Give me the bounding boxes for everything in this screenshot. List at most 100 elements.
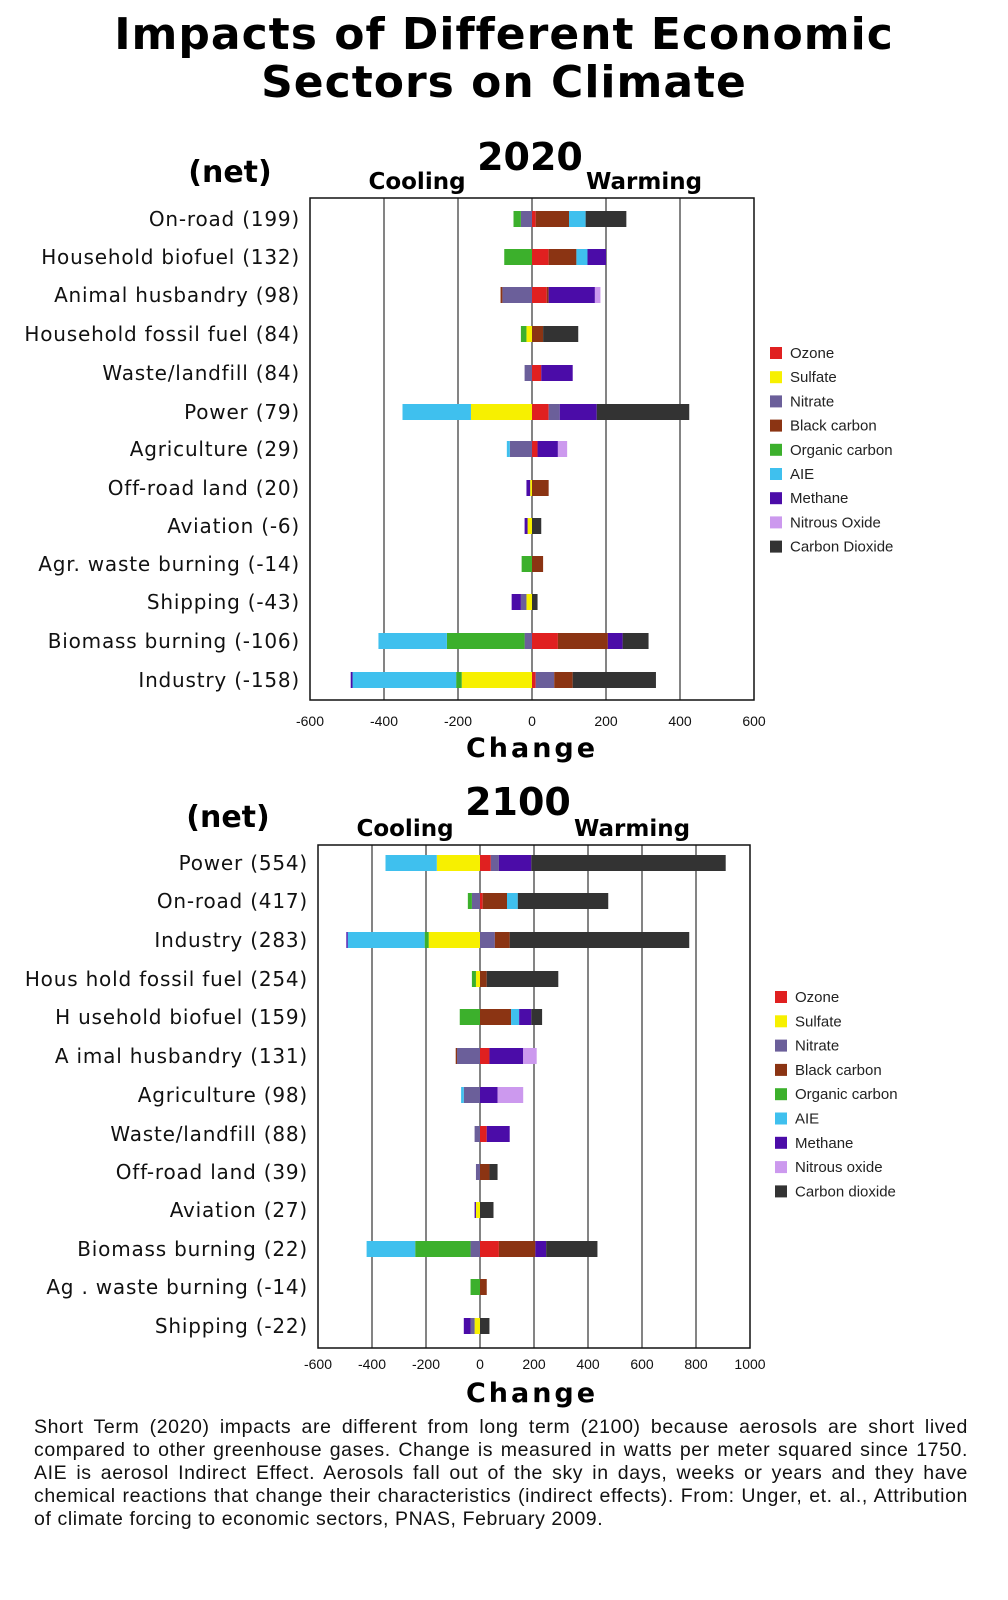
category-label: Waste/landfill (84)	[102, 361, 300, 385]
cooling-label: Cooling	[368, 169, 465, 195]
category-label: Biomass burning (-106)	[48, 629, 300, 653]
warming-label: Warming	[574, 816, 690, 842]
bar-aie-7	[461, 1087, 464, 1103]
x-tick-label: 600	[630, 1356, 654, 1372]
bar-methane-6	[489, 1048, 524, 1064]
bar-methane-8	[526, 480, 531, 496]
category-label: On-road (199)	[149, 207, 300, 231]
legend-label-methane: Methane	[790, 490, 848, 507]
x-tick-label: -600	[304, 1356, 332, 1372]
bar-ozone-2	[480, 893, 483, 909]
bar-nitrate-3	[502, 287, 532, 303]
bar-sulfate-13	[474, 1318, 480, 1334]
bar-sulfate-4	[475, 971, 480, 987]
x-tick-label: 200	[594, 713, 618, 729]
bar-ozone-2	[532, 249, 549, 265]
bar-carbon-dioxide-3	[509, 932, 690, 948]
bar-black-carbon-2	[548, 249, 577, 265]
legend-swatch-nitrate	[770, 395, 782, 408]
plot-frame	[309, 197, 755, 701]
bar-carbon-dioxide-6	[596, 404, 690, 420]
legend-swatch-nitrous-oxide	[775, 1161, 787, 1174]
bar-aie-1	[569, 211, 586, 227]
legend-label-organic-carbon: Organic carbon	[795, 1086, 898, 1103]
bar-aie-7	[506, 441, 510, 457]
bar-black-carbon-3	[500, 287, 503, 303]
bar-nitrate-11	[470, 1241, 480, 1257]
bar-carbon-dioxide-10	[480, 1202, 494, 1218]
bar-black-carbon-5	[480, 1009, 512, 1025]
bar-methane-1	[498, 855, 532, 871]
category-label: Shipping (-22)	[155, 1314, 308, 1338]
bar-ozone-13	[532, 672, 536, 688]
bar-methane-10	[474, 1202, 476, 1218]
bar-sulfate-3	[428, 932, 480, 948]
bar-organic-carbon-4	[471, 971, 476, 987]
bar-nitrate-1	[490, 855, 499, 871]
bar-nitrate-8	[474, 1126, 480, 1142]
bar-carbon-dioxide-12	[622, 633, 649, 649]
legend-label-sulfate: Sulfate	[795, 1013, 842, 1030]
bar-black-carbon-1	[535, 211, 569, 227]
x-tick-label: 0	[476, 1356, 484, 1372]
bar-carbon-dioxide-11	[546, 1241, 598, 1257]
category-label: Aviation (-6)	[167, 514, 300, 538]
legend-label-black-carbon: Black carbon	[790, 418, 877, 435]
bar-ozone-12	[532, 633, 558, 649]
bar-black-carbon-13	[554, 672, 573, 688]
bar-sulfate-1	[436, 855, 480, 871]
bar-black-carbon-3	[546, 287, 549, 303]
bar-methane-5	[541, 365, 573, 381]
bar-nitrate-11	[520, 594, 527, 610]
bar-carbon-dioxide-4	[486, 971, 559, 987]
bar-ozone-6	[532, 404, 549, 420]
bar-carbon-dioxide-2	[517, 893, 609, 909]
bar-aie-6	[402, 404, 471, 420]
legend-label-methane: Methane	[795, 1135, 853, 1152]
legend-swatch-methane	[770, 492, 782, 505]
bar-nitrate-9	[475, 1164, 480, 1180]
bar-black-carbon-12	[480, 1279, 487, 1295]
bar-nitrous-oxide-7	[497, 1087, 524, 1103]
bar-aie-2	[507, 893, 518, 909]
category-label: Agr. waste burning (-14)	[38, 552, 300, 576]
bar-nitrous-oxide-6	[523, 1048, 537, 1064]
x-tick-label: -400	[358, 1356, 386, 1372]
bar-sulfate-13	[461, 672, 532, 688]
bar-aie-3	[347, 932, 425, 948]
bar-carbon-dioxide-13	[480, 1318, 490, 1334]
bar-methane-13	[463, 1318, 471, 1334]
bar-aie-12	[378, 633, 447, 649]
legend-swatch-carbon-dioxide	[770, 540, 782, 553]
legend-swatch-organic-carbon	[770, 443, 782, 456]
bar-methane-8	[486, 1126, 510, 1142]
legend-label-sulfate: Sulfate	[790, 369, 837, 386]
bar-nitrate-12	[524, 633, 532, 649]
bar-black-carbon-4	[480, 971, 487, 987]
plot-frame	[317, 844, 751, 1349]
title-line-2: Sectors on Climate	[261, 57, 747, 108]
bar-methane-11	[511, 594, 521, 610]
category-label: Household fossil fuel (84)	[24, 322, 300, 346]
bar-organic-carbon-12	[446, 633, 525, 649]
category-label: Ag . waste burning (-14)	[46, 1275, 308, 1299]
bar-organic-carbon-4	[520, 326, 527, 342]
x-tick-label: 400	[576, 1356, 600, 1372]
category-label: Shipping (-43)	[147, 590, 300, 614]
bar-sulfate-4	[526, 326, 532, 342]
bar-aie-1	[385, 855, 437, 871]
bar-ozone-5	[532, 365, 542, 381]
x-tick-label: -600	[296, 713, 324, 729]
legend-swatch-organic-carbon	[775, 1088, 787, 1101]
legend-swatch-ozone	[775, 991, 787, 1003]
legend-swatch-methane	[775, 1136, 787, 1149]
chart-title: 2020	[477, 135, 583, 179]
bar-carbon-dioxide-11	[532, 594, 538, 610]
legend-label-carbon-dioxide: Carbon Dioxide	[790, 539, 893, 556]
category-label: Waste/landfill (88)	[110, 1122, 308, 1146]
legend-swatch-sulfate	[770, 371, 782, 384]
category-label: Industry (283)	[154, 928, 308, 952]
category-label: Aviation (27)	[170, 1198, 308, 1222]
category-label: Animal husbandry (98)	[54, 283, 300, 307]
